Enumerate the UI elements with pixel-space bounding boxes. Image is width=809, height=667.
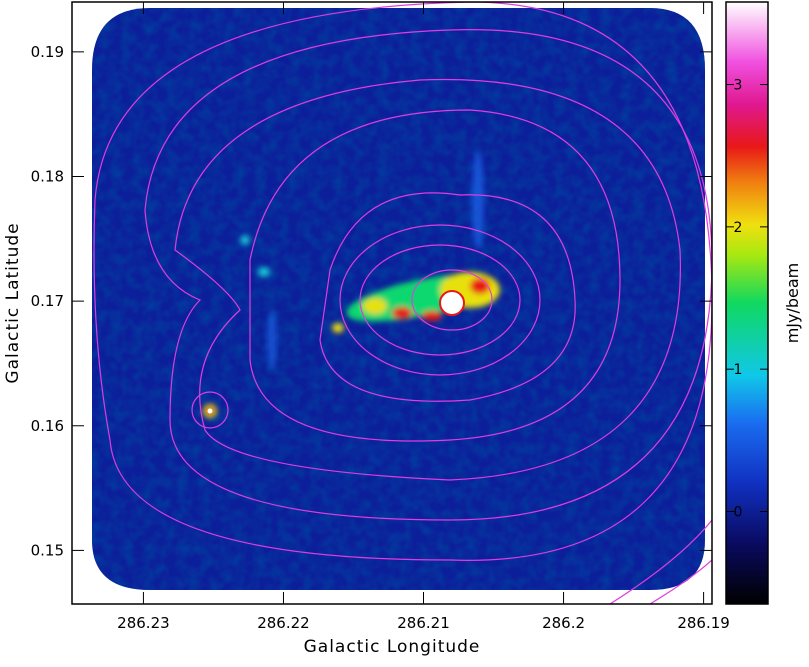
y-tick-label: 0.15 — [31, 541, 64, 559]
map-image — [88, 2, 712, 604]
colorbar-tick-label: 1 — [734, 362, 743, 378]
y-tick-label: 0.17 — [31, 292, 64, 310]
colorbar-label: mJy/beam — [783, 263, 802, 344]
y-tick-label: 0.16 — [31, 417, 64, 435]
contours — [93, 2, 712, 604]
y-tick-label: 0.19 — [31, 43, 64, 61]
plot-frame — [71, 1, 713, 605]
y-axis-label: Galactic Latitude — [3, 222, 23, 383]
colorbar-tick-label: 3 — [734, 78, 743, 94]
x-tick-label: 286.23 — [117, 614, 170, 632]
colorbar-tick-label: 0 — [734, 504, 743, 520]
x-tick-label: 286.22 — [257, 614, 310, 632]
x-axis-label: Galactic Longitude — [304, 637, 481, 657]
colorbar-tick-label: 2 — [734, 220, 743, 236]
colorbar — [725, 1, 769, 605]
x-tick-label: 286.19 — [677, 614, 730, 632]
x-tick-label: 286.21 — [397, 614, 450, 632]
y-tick-label: 0.18 — [31, 167, 64, 185]
x-tick-label: 286.2 — [542, 614, 585, 632]
